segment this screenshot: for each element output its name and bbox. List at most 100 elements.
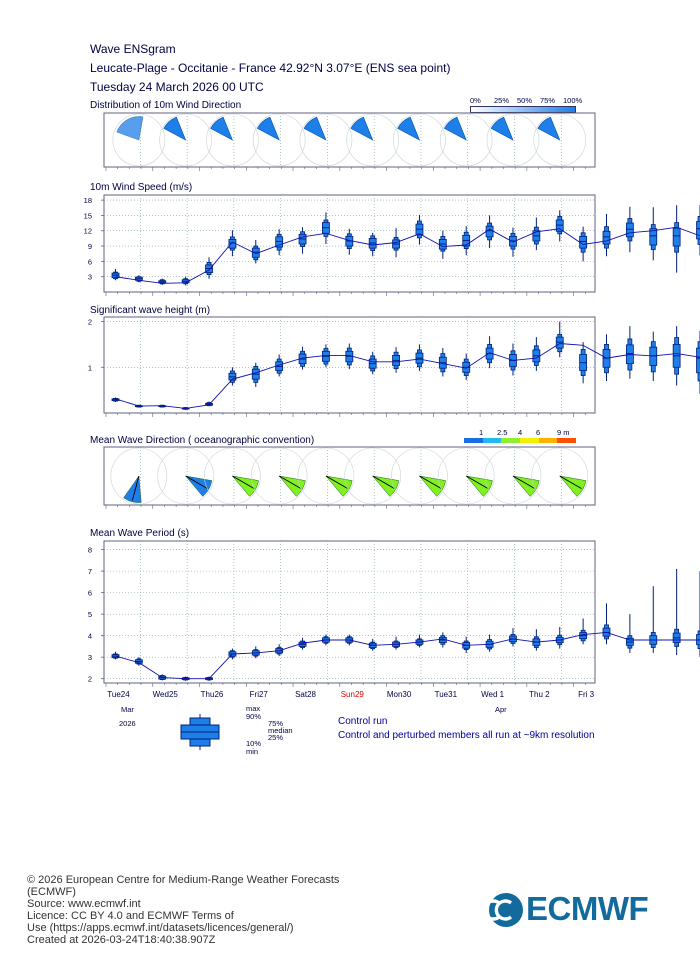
day-label: Fri27 — [249, 690, 268, 699]
wave-direction-mean-direction-line — [559, 475, 582, 490]
wave-direction-direction-wedge — [325, 475, 353, 497]
wave-period-frame — [103, 540, 596, 684]
wind-direction-rose-ring — [393, 113, 446, 167]
height-legend-label: 4 — [518, 428, 523, 437]
wave-direction-mean-direction-line — [278, 475, 302, 490]
wave-height-control-run-line — [115, 343, 700, 409]
day-label: Tue24 — [107, 690, 130, 699]
wind-speed-iqr-box — [485, 225, 494, 238]
wave-period-y-tick-label: 6 — [88, 589, 92, 598]
wind-speed-frame — [103, 194, 596, 293]
wind-direction-rose-ring — [439, 113, 493, 167]
wave-direction-direction-wedge — [512, 475, 540, 497]
header-date: Tuesday 24 March 2026 00 UTC — [90, 80, 264, 94]
ecmwf-logo-text: ECMWF — [526, 890, 649, 927]
wave-direction-rose-ring — [391, 447, 448, 505]
wave-direction-rose-ring — [157, 447, 214, 505]
wind-direction-direction-wedge — [303, 116, 327, 141]
height-legend-label: 6 — [536, 428, 541, 437]
wave-period-y-tick-label: 7 — [88, 567, 92, 576]
wind-speed-iqr-box — [649, 228, 658, 246]
ecmwf-logo-icon — [488, 893, 523, 927]
wave-direction-rose-ring — [297, 447, 355, 505]
wind-direction-frame — [103, 112, 596, 168]
wave-direction-mean-direction-line — [325, 475, 349, 490]
copyright-footer: © 2026 European Centre for Medium-Range … — [27, 874, 339, 946]
box-legend-upper: max 90% — [246, 705, 261, 721]
wind-speed-control-run-line — [115, 226, 700, 284]
wind-direction-rose-ring — [486, 113, 540, 167]
wind-direction-direction-wedge — [256, 116, 280, 141]
wave-direction-mean-direction-line — [372, 475, 395, 490]
wind-direction-rose-ring — [533, 113, 587, 167]
wind-speed-iqr-box — [228, 239, 237, 249]
wind-speed-iqr-box — [602, 230, 611, 245]
wave-direction-mean-direction-line — [512, 475, 536, 490]
box-legend-max: max — [246, 704, 261, 713]
wave-period-y-tick-label: 3 — [88, 653, 92, 662]
wave-direction-rose-ring — [437, 447, 495, 505]
height-legend-label: 9 m — [557, 428, 570, 437]
wind-direction-direction-wedge — [397, 116, 421, 141]
wind-direction-direction-wedge — [210, 116, 233, 141]
wave-direction-mean-direction-line — [419, 475, 442, 490]
wind-direction-rose-ring — [159, 113, 212, 167]
pct-legend-label: 0% — [470, 96, 481, 105]
wave-height-y-tick-label: 1 — [88, 363, 92, 372]
wave-direction-mean-direction-line — [465, 475, 489, 490]
wave-direction-mean-direction-line — [232, 475, 255, 490]
wind-direction-rose-ring — [252, 113, 306, 167]
day-label: Sat28 — [295, 690, 316, 699]
wave-period-title: Mean Wave Period (s) — [90, 528, 190, 539]
wind-speed-title: 10m Wind Speed (m/s) — [90, 182, 193, 193]
day-label: Wed 1 — [481, 690, 505, 699]
wind-speed-iqr-box — [625, 222, 634, 238]
wave-direction-direction-wedge — [372, 475, 400, 497]
wind-direction-direction-wedge — [490, 116, 514, 141]
wind-direction-direction-wedge — [116, 116, 144, 141]
box-legend-middle: 75% median 25% — [268, 719, 293, 742]
wave-period-control-run-line — [115, 631, 700, 680]
wave-direction-title: Mean Wave Direction ( oceanographic conv… — [90, 435, 315, 446]
box-legend-p25: 25% — [268, 733, 284, 742]
box-legend-p10: 10% — [246, 739, 262, 748]
footer-line: © 2026 European Centre for Medium-Range … — [27, 874, 340, 886]
wind-speed-iqr-box — [579, 235, 588, 249]
wind-direction-rose-ring — [346, 113, 399, 167]
wave-direction-mean-direction-line — [185, 475, 208, 490]
height-legend-label: 1 — [479, 428, 484, 437]
wind-speed-iqr-box — [275, 236, 284, 248]
wave-direction-rose-ring — [484, 447, 542, 505]
wave-height-iqr-box — [696, 347, 700, 374]
pct-legend-label: 50% — [517, 96, 533, 105]
box-legend-lower: 10% min — [246, 740, 261, 756]
wave-height-y-tick-label: 2 — [88, 318, 92, 327]
wave-period-y-tick-label: 4 — [88, 632, 92, 641]
wave-direction-rose-ring — [344, 447, 401, 505]
day-label: Fri 3 — [578, 690, 595, 699]
wave-direction-direction-wedge — [278, 475, 306, 497]
wind-speed-y-tick-label: 3 — [88, 273, 92, 282]
day-label: Tue31 — [434, 690, 458, 699]
height-legend: 1 2.5 4 6 9 m — [462, 428, 578, 448]
wind-speed-iqr-box — [696, 221, 700, 240]
wind-speed-y-tick-label: 6 — [88, 257, 92, 266]
wind-direction-rose-ring — [299, 113, 353, 167]
wind-direction-direction-wedge — [163, 116, 187, 141]
wave-period-y-tick-label: 5 — [88, 610, 92, 619]
wave-direction-rose-ring — [531, 447, 589, 505]
chart-header: Wave ENSgram Leucate-Plage - Occitanie -… — [90, 40, 450, 97]
wind-speed-y-tick-label: 12 — [84, 227, 92, 236]
box-legend-p90: 90% — [246, 712, 262, 721]
footer-line: (ECMWF) — [27, 886, 76, 898]
wind-direction-direction-wedge — [350, 116, 374, 141]
wind-speed-y-tick-label: 9 — [88, 242, 92, 251]
wave-direction-direction-wedge — [231, 475, 259, 497]
day-axis-labels: Tue24 Wed25 Thu26 Fri27 Sat28 Sun29 Mon30 Tue31… — [0, 690, 700, 702]
year-label: 2026 — [119, 719, 136, 728]
pct-legend-label: 100% — [563, 96, 583, 105]
day-label: Thu 2 — [529, 690, 550, 699]
box-legend-p75: 75% — [268, 719, 284, 728]
pct-legend-label: 25% — [494, 96, 510, 105]
